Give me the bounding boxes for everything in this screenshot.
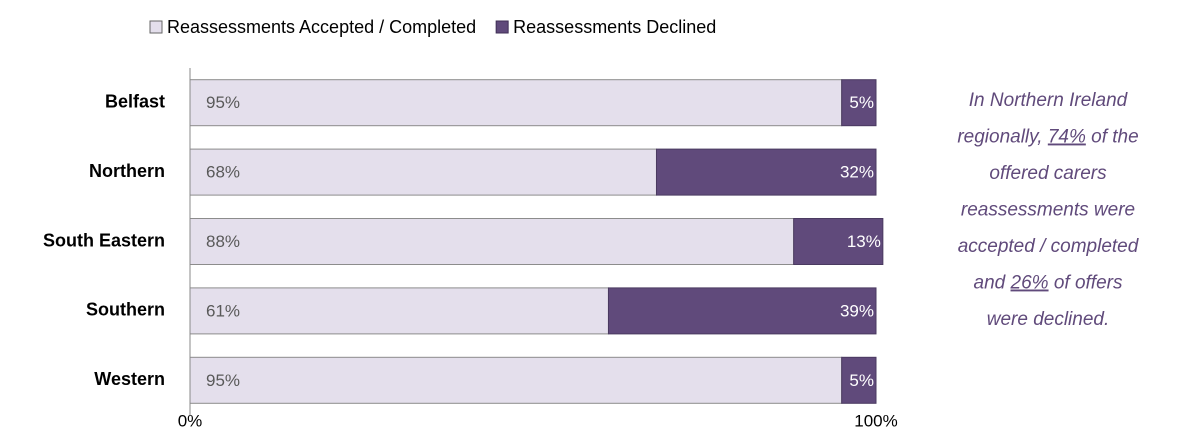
annotation-text: of offers <box>1049 273 1123 294</box>
annotation-line: regionally, 74% of the <box>957 127 1138 148</box>
annotation-text: accepted / completed <box>958 236 1140 257</box>
x-tick-label: 100% <box>854 411 897 430</box>
value-label: 5% <box>849 371 874 390</box>
category-label: Belfast <box>105 91 165 111</box>
annotation-text: reassessments were <box>961 200 1135 221</box>
annotation-text: were declined. <box>987 309 1110 330</box>
annotation-text: regionally, <box>957 127 1047 148</box>
bar-segment <box>189 148 657 196</box>
annotation-line: offered carers <box>989 163 1107 184</box>
category-label: Northern <box>89 161 165 181</box>
value-label: 68% <box>206 163 240 182</box>
annotation-text: of the <box>1086 127 1139 148</box>
value-label: 13% <box>847 232 881 251</box>
annotation-text: 26% <box>1010 273 1049 294</box>
annotation-line: and 26% of offers <box>974 273 1123 294</box>
bar-segment <box>841 356 877 404</box>
category-label: Southern <box>86 300 165 320</box>
legend-swatch <box>495 20 509 34</box>
annotation-text: 74% <box>1048 127 1086 148</box>
bar-segment <box>607 287 877 335</box>
value-label: 32% <box>840 163 874 182</box>
legend-label: Reassessments Declined <box>513 17 716 37</box>
value-label: 39% <box>840 301 874 320</box>
value-label: 95% <box>206 371 240 390</box>
annotation-line: accepted / completed <box>958 236 1140 257</box>
value-label: 61% <box>206 301 240 320</box>
value-label: 5% <box>849 93 874 112</box>
bar-segment <box>189 356 843 404</box>
category-label: South Eastern <box>43 230 165 250</box>
bar-segment <box>189 79 843 127</box>
bar-segment <box>841 79 877 127</box>
bar-segment <box>655 148 877 196</box>
value-label: 88% <box>206 232 240 251</box>
bar-segment <box>189 287 609 335</box>
annotation-text: and <box>974 273 1011 294</box>
annotation-text: In Northern Ireland <box>969 90 1129 111</box>
bar-segment <box>189 218 795 265</box>
legend-swatch <box>149 20 163 34</box>
bar-segment <box>793 218 884 265</box>
annotation-text: offered carers <box>989 163 1107 184</box>
annotation-line: were declined. <box>987 309 1110 330</box>
category-label: Western <box>94 369 165 389</box>
value-label: 95% <box>206 93 240 112</box>
annotation-line: reassessments were <box>961 200 1135 221</box>
legend-label: Reassessments Accepted / Completed <box>167 17 476 37</box>
x-tick-label: 0% <box>178 411 203 430</box>
annotation-line: In Northern Ireland <box>969 90 1129 111</box>
